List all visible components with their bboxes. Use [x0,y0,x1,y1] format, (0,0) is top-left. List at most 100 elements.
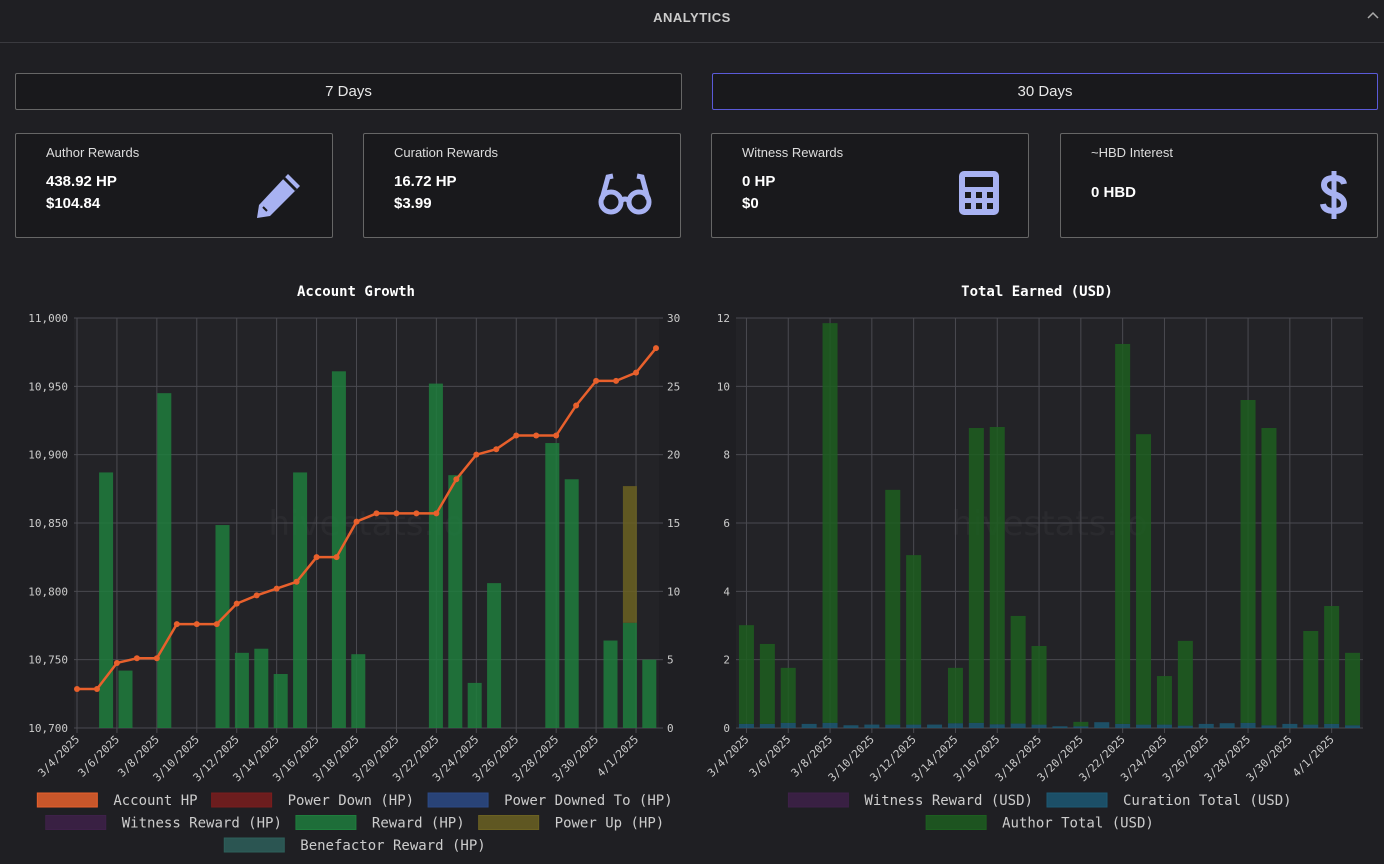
bar [99,472,114,728]
bar [780,667,796,723]
collapse-icon[interactable] [1366,10,1380,20]
bar [603,640,618,728]
bar [1198,723,1214,728]
line-point [553,432,560,439]
card-value: $3.99 [394,195,432,212]
y-tick-label: 10,900 [28,449,68,462]
line-point [153,655,160,662]
bar [822,323,838,723]
bar [467,682,482,728]
bar [927,724,943,728]
bar [1031,724,1047,728]
y-tick-label: 12 [717,312,730,325]
bar [448,475,463,728]
card-title: ~HBD Interest [1091,145,1174,160]
bar [864,724,880,728]
bar [1177,640,1193,726]
bar [1094,722,1110,728]
legend-label: Power Downed To (HP) [504,793,673,809]
line-point [113,659,120,666]
tab-7-days[interactable]: 7 Days [15,73,682,110]
y2-tick-label: 25 [667,380,680,393]
x-tick-label: 3/4/2025 [705,733,752,780]
legend-swatch [295,815,357,830]
line-point [133,655,140,662]
legend-label: Benefactor Reward (HP) [300,838,485,854]
bar [622,622,637,728]
card: Curation Rewards 16.72 HP $3.99 [363,133,681,238]
line-point [573,402,580,409]
bar [351,654,366,728]
bar [215,525,230,728]
y-tick-label: 10,850 [28,517,68,530]
legend-swatch [36,792,98,808]
line-point [213,621,220,628]
line-point [193,621,200,628]
card: Author Rewards 438.92 HP $104.84 [15,133,333,238]
legend-swatch [1046,792,1108,808]
line-point [433,510,440,517]
y-tick-label: 10,700 [28,722,68,735]
bar [1156,724,1172,728]
line-point [393,510,400,517]
line-point [93,686,100,693]
bar [1156,676,1172,725]
bar [1240,722,1256,728]
bar [1324,723,1340,728]
tab-30-days[interactable]: 30 Days [712,73,1378,110]
line-point [173,621,180,628]
line-point [533,432,540,439]
line-point [593,377,600,384]
card-value: $104.84 [46,195,101,212]
bar [885,489,901,725]
legend-swatch [787,792,849,808]
y2-tick-label: 30 [667,312,680,325]
y2-tick-label: 10 [667,585,680,598]
y-tick-label: 11,000 [28,312,68,325]
bar [234,652,249,728]
bar [118,670,133,728]
y-tick-label: 2 [723,654,730,667]
bar [1073,721,1089,727]
legend-label: Power Down (HP) [288,793,414,809]
line-point [613,377,620,384]
bar [843,725,859,728]
y2-tick-label: 15 [667,517,680,530]
y-tick-label: 8 [723,449,730,462]
y-tick-label: 0 [723,722,730,735]
bar [1031,646,1047,725]
bar [1303,724,1319,728]
chart-title: Total Earned (USD) [961,284,1113,300]
bar [1219,723,1235,728]
card-title: Witness Rewards [742,145,844,160]
legend-label: Account HP [113,793,197,809]
bar [1261,428,1277,726]
legend-label: Reward (HP) [372,816,465,832]
bar [968,428,984,723]
line-point [653,345,659,352]
bar [1136,434,1152,725]
y2-tick-label: 5 [667,654,674,667]
x-tick-label: 3/6/2025 [75,733,122,780]
bar [331,371,346,728]
bar [947,667,963,724]
bar [1115,343,1131,724]
legend-swatch [925,815,987,830]
bar [906,555,922,725]
line-point [493,446,500,453]
bar [1345,725,1361,728]
bar [487,583,502,728]
bar [1010,723,1026,728]
bar [1240,400,1256,723]
bar [968,722,984,728]
dollar-icon [1320,171,1348,219]
card-value: $0 [742,195,759,212]
bar [428,383,443,728]
bar [293,472,308,728]
bar [1052,726,1068,728]
header-title: ANALYTICS [653,10,731,25]
card-title: Curation Rewards [394,145,499,160]
bar [1303,630,1319,725]
